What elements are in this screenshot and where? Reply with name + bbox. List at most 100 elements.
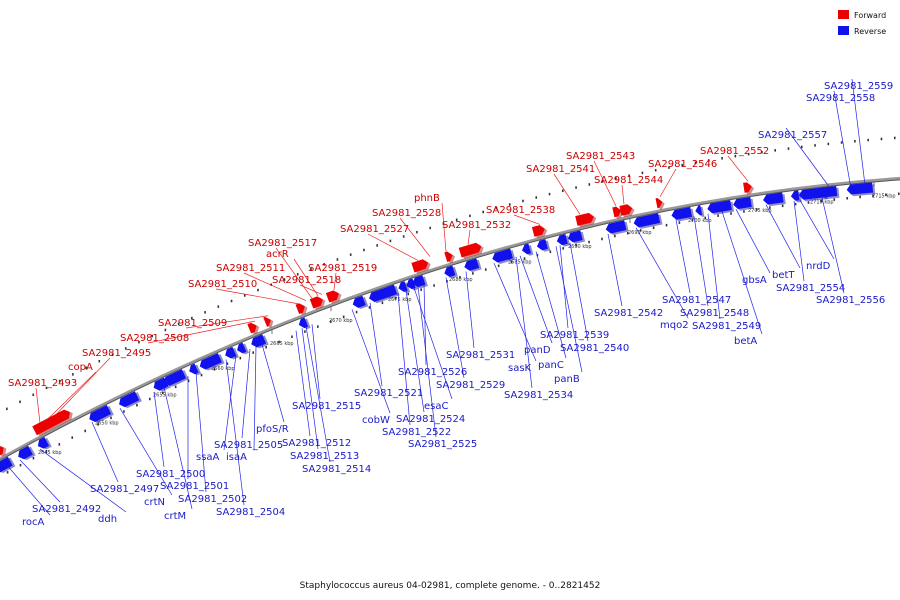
gene-label-forward[interactable]: SA2981_2538 <box>486 205 555 216</box>
gene-reverse[interactable] <box>556 234 571 249</box>
gene-label-reverse[interactable]: crtM <box>164 511 186 522</box>
gene-label-reverse[interactable]: SA2981_2497 <box>90 484 159 495</box>
gene-reverse[interactable] <box>297 317 311 332</box>
gene-reverse[interactable] <box>198 352 225 373</box>
gene-reverse[interactable] <box>16 445 36 463</box>
gene-reverse[interactable] <box>463 258 482 274</box>
gene-label-reverse[interactable]: betA <box>734 336 757 347</box>
gene-label-reverse[interactable]: gbsA <box>742 275 767 286</box>
gene-label-reverse[interactable]: crtN <box>144 497 165 508</box>
gene-reverse[interactable] <box>790 190 802 203</box>
gene-forward[interactable] <box>309 294 327 310</box>
gene-label-reverse[interactable]: SA2981_2501 <box>160 481 229 492</box>
gene-label-forward[interactable]: SA2981_2519 <box>308 263 377 274</box>
gene-label-forward[interactable]: acrR <box>266 249 289 260</box>
gene-reverse[interactable] <box>536 239 551 254</box>
gene-label-forward[interactable]: phnB <box>414 193 440 204</box>
gene-label-reverse[interactable]: SA2981_2558 <box>806 93 875 104</box>
gene-label-reverse[interactable]: SA2981_2556 <box>816 295 885 306</box>
gene-reverse[interactable] <box>367 284 400 305</box>
gene-label-reverse[interactable]: SA2981_2557 <box>758 130 827 141</box>
gene-label-reverse[interactable]: SA2981_2521 <box>354 388 423 399</box>
gene-forward[interactable] <box>32 407 75 437</box>
gene-reverse[interactable] <box>411 275 428 291</box>
gene-reverse[interactable] <box>706 200 735 216</box>
gene-label-reverse[interactable]: SA2981_2500 <box>136 469 205 480</box>
gene-label-reverse[interactable]: SA2981_2559 <box>824 81 893 92</box>
gene-label-reverse[interactable]: SA2981_2548 <box>680 308 749 319</box>
gene-label-forward[interactable]: SA2981_2517 <box>248 238 317 249</box>
gene-reverse[interactable] <box>162 368 189 389</box>
gene-label-reverse[interactable]: SA2981_2524 <box>396 414 465 425</box>
gene-label-reverse[interactable]: sasK <box>508 363 532 374</box>
gene-reverse[interactable] <box>732 196 755 212</box>
gene-label-forward[interactable]: SA2981_2511 <box>216 263 285 274</box>
gene-label-forward[interactable]: SA2981_2493 <box>8 378 77 389</box>
gene-reverse[interactable] <box>762 192 786 207</box>
gene-reverse[interactable] <box>249 334 269 351</box>
gene-reverse[interactable] <box>223 346 239 362</box>
gene-reverse[interactable] <box>235 342 249 357</box>
gene-label-reverse[interactable]: mqo2 <box>660 320 689 331</box>
gene-reverse[interactable] <box>491 248 516 266</box>
gene-reverse[interactable] <box>846 182 876 197</box>
gene-label-forward[interactable]: SA2981_2508 <box>120 333 189 344</box>
gene-label-reverse[interactable]: SA2981_2540 <box>560 343 629 354</box>
gene-label-reverse[interactable]: SA2981_2515 <box>292 401 361 412</box>
gene-label-forward[interactable]: SA2981_2546 <box>648 159 717 170</box>
gene-label-reverse[interactable]: SA2981_2522 <box>382 427 451 438</box>
gene-label-forward[interactable]: SA2981_2495 <box>82 348 151 359</box>
gene-forward[interactable] <box>458 241 485 259</box>
gene-label-reverse[interactable]: ddh <box>98 514 117 525</box>
gene-forward[interactable] <box>444 250 456 264</box>
gene-forward[interactable] <box>263 315 275 329</box>
gene-label-reverse[interactable]: isaA <box>226 452 247 463</box>
gene-label-reverse[interactable]: SA2981_2514 <box>302 464 371 475</box>
gene-reverse[interactable] <box>0 456 16 476</box>
gene-forward[interactable] <box>619 203 635 218</box>
gene-label-reverse[interactable]: esaC <box>424 401 448 412</box>
gene-reverse[interactable] <box>87 404 114 425</box>
gene-forward[interactable] <box>411 257 432 274</box>
gene-label-reverse[interactable]: nrdD <box>806 261 831 272</box>
gene-label-forward[interactable]: SA2981_2518 <box>272 275 341 286</box>
gene-label-reverse[interactable]: SA2981_2531 <box>446 350 515 361</box>
gene-forward[interactable] <box>0 442 9 457</box>
gene-forward[interactable] <box>743 181 755 195</box>
gene-label-reverse[interactable]: SA2981_2492 <box>32 504 101 515</box>
gene-reverse[interactable] <box>187 363 202 378</box>
gene-reverse[interactable] <box>351 295 369 311</box>
gene-label-reverse[interactable]: ssaA <box>196 452 220 463</box>
gene-label-forward[interactable]: SA2981_2527 <box>340 224 409 235</box>
gene-label-reverse[interactable]: SA2981_2542 <box>594 308 663 319</box>
gene-reverse[interactable] <box>443 265 458 280</box>
gene-forward[interactable] <box>655 197 666 210</box>
gene-forward[interactable] <box>531 224 549 239</box>
gene-label-reverse[interactable]: panD <box>524 345 551 356</box>
gene-label-reverse[interactable]: SA2981_2513 <box>290 451 359 462</box>
gene-reverse[interactable] <box>36 436 52 452</box>
gene-reverse[interactable] <box>521 243 534 257</box>
gene-label-reverse[interactable]: panB <box>554 374 580 385</box>
gene-label-forward[interactable]: SA2981_2528 <box>372 208 441 219</box>
gene-forward[interactable] <box>247 320 261 335</box>
gene-label-forward[interactable]: SA2981_2543 <box>566 151 635 162</box>
gene-label-reverse[interactable]: SA2981_2525 <box>408 439 477 450</box>
gene-reverse[interactable] <box>117 390 142 410</box>
gene-label-reverse[interactable]: cobW <box>362 415 390 426</box>
gene-label-reverse[interactable]: SA2981_2526 <box>398 367 467 378</box>
gene-reverse[interactable] <box>694 205 705 218</box>
gene-label-forward[interactable]: copA <box>68 362 93 373</box>
gene-label-reverse[interactable]: SA2981_2502 <box>178 494 247 505</box>
gene-forward[interactable] <box>325 288 343 304</box>
gene-label-reverse[interactable]: SA2981_2554 <box>776 283 845 294</box>
gene-reverse[interactable] <box>818 185 840 200</box>
gene-label-forward[interactable]: SA2981_2544 <box>594 175 663 186</box>
gene-label-reverse[interactable]: panC <box>538 360 564 371</box>
gene-reverse[interactable] <box>633 213 663 230</box>
gene-label-reverse[interactable]: SA2981_2534 <box>504 390 573 401</box>
gene-label-reverse[interactable]: SA2981_2549 <box>692 321 761 332</box>
gene-label-forward[interactable]: SA2981_2541 <box>526 164 595 175</box>
gene-label-reverse[interactable]: betT <box>772 270 795 281</box>
gene-label-reverse[interactable]: SA2981_2547 <box>662 295 731 306</box>
